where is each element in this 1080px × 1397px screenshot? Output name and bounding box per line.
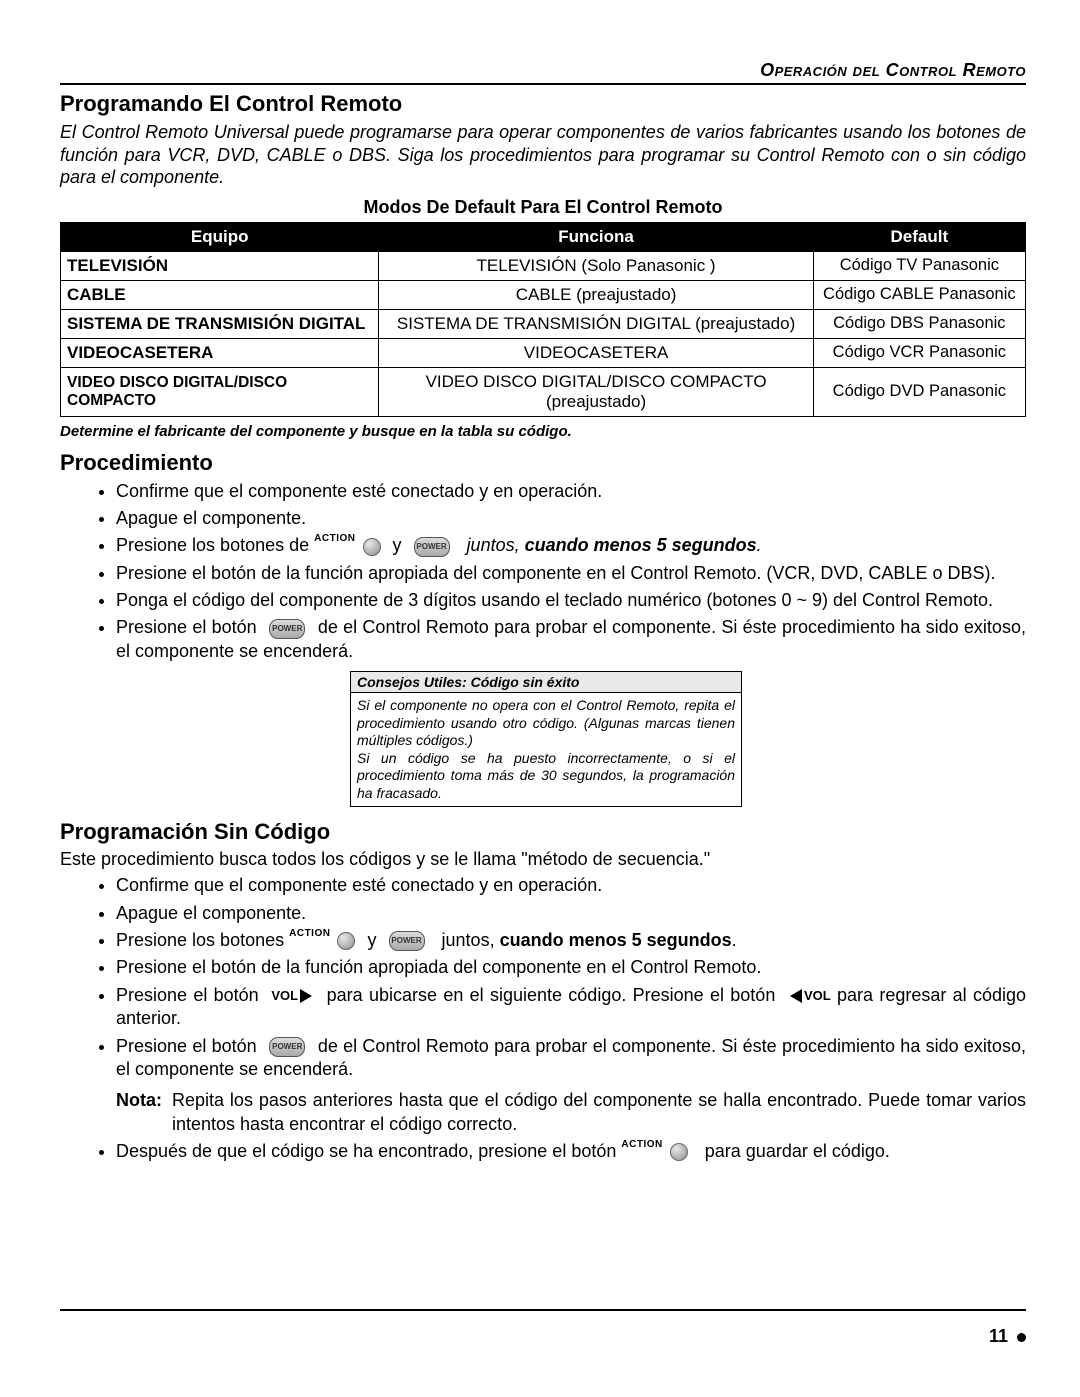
- power-button-icon: POWER: [269, 1037, 305, 1057]
- s3-list-2: Después de que el código se ha encontrad…: [60, 1140, 1026, 1163]
- list-item: Presione el botón VOL para ubicarse en e…: [116, 984, 1026, 1031]
- text: Después de que el código se ha encontrad…: [116, 1141, 616, 1161]
- dot-icon: [1017, 1333, 1026, 1342]
- list-item: Después de que el código se ha encontrad…: [116, 1140, 1026, 1163]
- table-note: Determine el fabricante del componente y…: [60, 423, 1026, 440]
- table-row: CABLE CABLE (preajustado) Código CABLE P…: [61, 280, 1026, 309]
- list-item: Apague el componente.: [116, 507, 1026, 530]
- col-default: Default: [813, 222, 1025, 251]
- text: Presione el botón: [116, 617, 257, 637]
- cell-equipo: VIDEO DISCO DIGITAL/DISCO COMPACTO: [61, 367, 379, 416]
- tip-title: Consejos Utiles: Código sin éxito: [351, 672, 741, 693]
- tip-body-2: Si un código se ha puesto incorrectament…: [357, 750, 735, 801]
- s1-intro: El Control Remoto Universal puede progra…: [60, 121, 1026, 189]
- triangle-right-icon: [300, 989, 312, 1003]
- action-button-icon: [363, 538, 381, 556]
- nota-label: Nota:: [116, 1089, 172, 1136]
- cell-equipo: TELEVISIÓN: [61, 251, 379, 280]
- table-row: TELEVISIÓN TELEVISIÓN (Solo Panasonic ) …: [61, 251, 1026, 280]
- text: cuando menos 5 segundos: [500, 930, 732, 950]
- text: para ubicarse en el siguiente código. Pr…: [327, 985, 776, 1005]
- col-funciona: Funciona: [379, 222, 813, 251]
- page-number: 11: [989, 1326, 1026, 1347]
- rule-top: [60, 83, 1026, 85]
- list-item: Apague el componente.: [116, 902, 1026, 925]
- list-item: Confirme que el componente esté conectad…: [116, 480, 1026, 503]
- s2-title: Procedimiento: [60, 450, 1026, 476]
- s3-list: Confirme que el componente esté conectad…: [60, 874, 1026, 1081]
- list-item: Presione los botones de ACTION y POWER j…: [116, 534, 1026, 557]
- cell-equipo: CABLE: [61, 280, 379, 309]
- vol-label: VOL: [271, 988, 298, 1003]
- cell-default: Código DVD Panasonic: [813, 367, 1025, 416]
- table-header-row: Equipo Funciona Default: [61, 222, 1026, 251]
- table-row: VIDEO DISCO DIGITAL/DISCO COMPACTO VIDEO…: [61, 367, 1026, 416]
- table-caption: Modos De Default Para El Control Remoto: [60, 197, 1026, 218]
- nota-text: Repita los pasos anteriores hasta que el…: [172, 1089, 1026, 1136]
- text: juntos,: [442, 930, 495, 950]
- cell-default: Código DBS Panasonic: [813, 309, 1025, 338]
- defaults-table: Equipo Funciona Default TELEVISIÓN TELEV…: [60, 222, 1026, 417]
- s2-list: Confirme que el componente esté conectad…: [60, 480, 1026, 664]
- list-item: Presione los botones ACTION y POWER junt…: [116, 929, 1026, 952]
- cell-funciona: VIDEO DISCO DIGITAL/DISCO COMPACTO (prea…: [379, 367, 813, 416]
- list-item: Ponga el código del componente de 3 dígi…: [116, 589, 1026, 612]
- power-button-icon: POWER: [414, 537, 450, 557]
- cell-funciona-l2: (preajustado): [546, 392, 646, 411]
- cell-funciona-l1: VIDEO DISCO DIGITAL/DISCO COMPACTO: [426, 372, 767, 391]
- action-button-icon: [337, 932, 355, 950]
- action-label: ACTION: [289, 928, 330, 939]
- nota: Nota: Repita los pasos anteriores hasta …: [116, 1089, 1026, 1136]
- cell-default: Código TV Panasonic: [813, 251, 1025, 280]
- page-num: 11: [989, 1326, 1008, 1346]
- text: cuando menos 5 segundos: [525, 535, 757, 555]
- cell-default: Código VCR Panasonic: [813, 338, 1025, 367]
- list-item: Presione el botón POWER de el Control Re…: [116, 1035, 1026, 1082]
- text: juntos,: [467, 535, 520, 555]
- text: Presione el botón: [116, 1036, 257, 1056]
- text: .: [757, 535, 762, 555]
- text: y: [393, 535, 402, 555]
- cell-equipo: SISTEMA DE TRANSMISIÓN DIGITAL: [61, 309, 379, 338]
- cell-funciona: CABLE (preajustado): [379, 280, 813, 309]
- cell-funciona: SISTEMA DE TRANSMISIÓN DIGITAL (preajust…: [379, 309, 813, 338]
- list-item: Confirme que el componente esté conectad…: [116, 874, 1026, 897]
- cell-equipo: VIDEOCASETERA: [61, 338, 379, 367]
- triangle-left-icon: [790, 989, 802, 1003]
- action-label: ACTION: [621, 1139, 662, 1150]
- text: Presione el botón: [116, 985, 259, 1005]
- s3-title: Programación Sin Código: [60, 819, 1026, 845]
- list-item: Presione el botón POWER de el Control Re…: [116, 616, 1026, 663]
- action-label: ACTION: [314, 533, 355, 544]
- text: y: [368, 930, 377, 950]
- power-button-icon: POWER: [389, 931, 425, 951]
- col-equipo: Equipo: [61, 222, 379, 251]
- list-item: Presione el botón de la función apropiad…: [116, 562, 1026, 585]
- header-section: Operación del Control Remoto: [60, 60, 1026, 81]
- list-item: Presione el botón de la función apropiad…: [116, 956, 1026, 979]
- vol-label: VOL: [804, 988, 831, 1003]
- cell-funciona: TELEVISIÓN (Solo Panasonic ): [379, 251, 813, 280]
- s3-intro: Este procedimiento busca todos los códig…: [60, 849, 1026, 870]
- tip-body-1: Si el componente no opera con el Control…: [357, 697, 735, 748]
- action-button-icon: [670, 1143, 688, 1161]
- power-button-icon: POWER: [269, 619, 305, 639]
- cell-default: Código CABLE Panasonic: [813, 280, 1025, 309]
- text: Presione los botones: [116, 930, 284, 950]
- tip-body: Si el componente no opera con el Control…: [351, 693, 741, 806]
- s1-title: Programando El Control Remoto: [60, 91, 1026, 117]
- rule-bottom: [60, 1309, 1026, 1311]
- page-container: Operación del Control Remoto Programando…: [0, 0, 1080, 1397]
- text: para guardar el código.: [705, 1141, 890, 1161]
- table-row: VIDEOCASETERA VIDEOCASETERA Código VCR P…: [61, 338, 1026, 367]
- table-row: SISTEMA DE TRANSMISIÓN DIGITAL SISTEMA D…: [61, 309, 1026, 338]
- tip-box: Consejos Utiles: Código sin éxito Si el …: [350, 671, 742, 807]
- text: .: [732, 930, 737, 950]
- text: Presione los botones de: [116, 535, 309, 555]
- cell-funciona: VIDEOCASETERA: [379, 338, 813, 367]
